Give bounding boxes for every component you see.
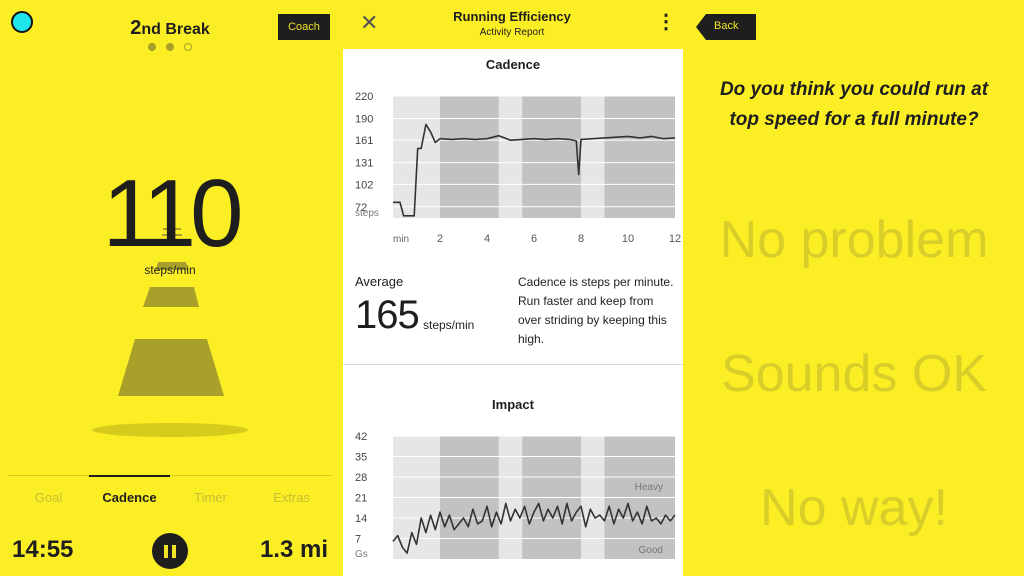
impact-chart: 7 14 21 28 35 42 Gs Heavy Good bbox=[355, 431, 676, 560]
y-tick-label: 42 bbox=[355, 431, 367, 443]
annotation-heavy: Heavy bbox=[635, 482, 663, 493]
tab-bar: Goal Cadence Timer Extras bbox=[8, 475, 332, 519]
step-bar bbox=[162, 234, 182, 236]
shaded-interval bbox=[604, 96, 675, 218]
back-arrow-icon bbox=[696, 14, 756, 40]
x-tick-label: 6 bbox=[531, 233, 537, 245]
divider bbox=[343, 364, 683, 365]
status-dot[interactable] bbox=[11, 11, 33, 33]
x-tick-label: 2 bbox=[437, 233, 443, 245]
page-subtitle: Activity Report bbox=[479, 27, 545, 38]
distance: 1.3 mi bbox=[259, 536, 328, 563]
page-title: Running Efficiency bbox=[453, 9, 571, 24]
tab-timer[interactable]: Timer bbox=[194, 490, 227, 505]
step-bar bbox=[163, 228, 181, 230]
average-unit: steps/min bbox=[423, 318, 475, 332]
x-tick-label: 4 bbox=[484, 233, 490, 245]
pause-icon bbox=[172, 544, 176, 558]
cadence-steps-graphic bbox=[92, 228, 248, 437]
y-tick-label: 14 bbox=[355, 513, 367, 525]
elapsed-time: 14:55 bbox=[12, 536, 74, 563]
coach-button[interactable]: Coach bbox=[278, 14, 330, 40]
back-button[interactable]: Back bbox=[696, 14, 756, 40]
break-label: nd Break bbox=[141, 21, 210, 38]
step-bar bbox=[143, 287, 199, 307]
pause-icon bbox=[164, 544, 168, 558]
y-tick-label: 161 bbox=[355, 135, 373, 147]
x-tick-label: 10 bbox=[622, 233, 634, 245]
x-axis-label: min bbox=[393, 234, 409, 245]
step-bar bbox=[156, 262, 188, 270]
series-line bbox=[393, 123, 676, 217]
tab-goal[interactable]: Goal bbox=[34, 490, 63, 505]
back-label: Back bbox=[714, 20, 739, 32]
answer-sounds-ok[interactable]: Sounds OK bbox=[721, 345, 987, 403]
kebab-menu-icon[interactable]: ⋮ bbox=[656, 11, 676, 33]
y-tick-label: 102 bbox=[355, 179, 373, 191]
series-line bbox=[392, 502, 676, 554]
y-tick-label: 21 bbox=[355, 493, 367, 505]
shaded-interval bbox=[440, 96, 499, 218]
y-tick-label: 72 bbox=[355, 202, 367, 214]
tab-extras[interactable]: Extras bbox=[273, 490, 310, 505]
average-label: Average bbox=[355, 274, 404, 289]
y-axis-label: Gs bbox=[355, 549, 368, 560]
impact-chart-title: Impact bbox=[492, 397, 534, 412]
y-axis-label: steps bbox=[355, 208, 379, 219]
annotation-good: Good bbox=[639, 545, 663, 556]
activity-report-panel: ✕ Running Efficiency Activity Report ⋮ C… bbox=[340, 0, 684, 576]
report-card: Cadence 72 102 131 161 190 220 steps min 2 4 6 8 10 1… bbox=[343, 49, 683, 576]
tab-cadence[interactable]: Cadence bbox=[89, 475, 170, 519]
close-icon[interactable]: ✕ bbox=[360, 10, 379, 35]
pause-button[interactable] bbox=[152, 533, 188, 569]
x-tick-label: 12 bbox=[669, 233, 681, 245]
y-tick-label: 220 bbox=[355, 91, 373, 103]
question-text: Do you think you could run at top speed … bbox=[719, 79, 989, 130]
cadence-unit: steps/min bbox=[144, 263, 196, 277]
x-tick-label: 8 bbox=[578, 233, 584, 245]
page-indicator bbox=[0, 43, 340, 51]
cadence-chart: 72 102 131 161 190 220 steps min 2 4 6 8 10 12 bbox=[355, 91, 681, 245]
question-panel: Back Do you think you could run at top s… bbox=[684, 0, 1024, 576]
y-tick-label: 35 bbox=[355, 452, 367, 464]
cadence-panel: 2nd Break Coach 110 steps/min Goal Caden… bbox=[0, 0, 340, 576]
y-tick-label: 131 bbox=[355, 158, 373, 170]
answer-no-problem[interactable]: No problem bbox=[719, 211, 989, 269]
y-tick-label: 190 bbox=[355, 113, 373, 125]
shaded-interval bbox=[522, 96, 581, 218]
cadence-chart-title: Cadence bbox=[485, 57, 541, 72]
page-dot bbox=[184, 43, 192, 51]
break-title: 2nd Break bbox=[0, 17, 340, 40]
step-bar bbox=[160, 240, 184, 243]
shadow-ellipse bbox=[92, 423, 248, 437]
page-dot bbox=[148, 43, 156, 51]
cadence-description: Cadence is steps per minute. Run faster … bbox=[518, 275, 674, 346]
page-dot bbox=[166, 43, 174, 51]
step-bar bbox=[118, 339, 224, 396]
average-value: 165 bbox=[355, 293, 420, 337]
y-tick-label: 7 bbox=[355, 534, 361, 546]
break-number: 2 bbox=[130, 17, 142, 39]
y-tick-label: 28 bbox=[355, 472, 367, 484]
cadence-value: 110 bbox=[102, 160, 243, 267]
answer-no-way[interactable]: No way! bbox=[760, 479, 948, 537]
